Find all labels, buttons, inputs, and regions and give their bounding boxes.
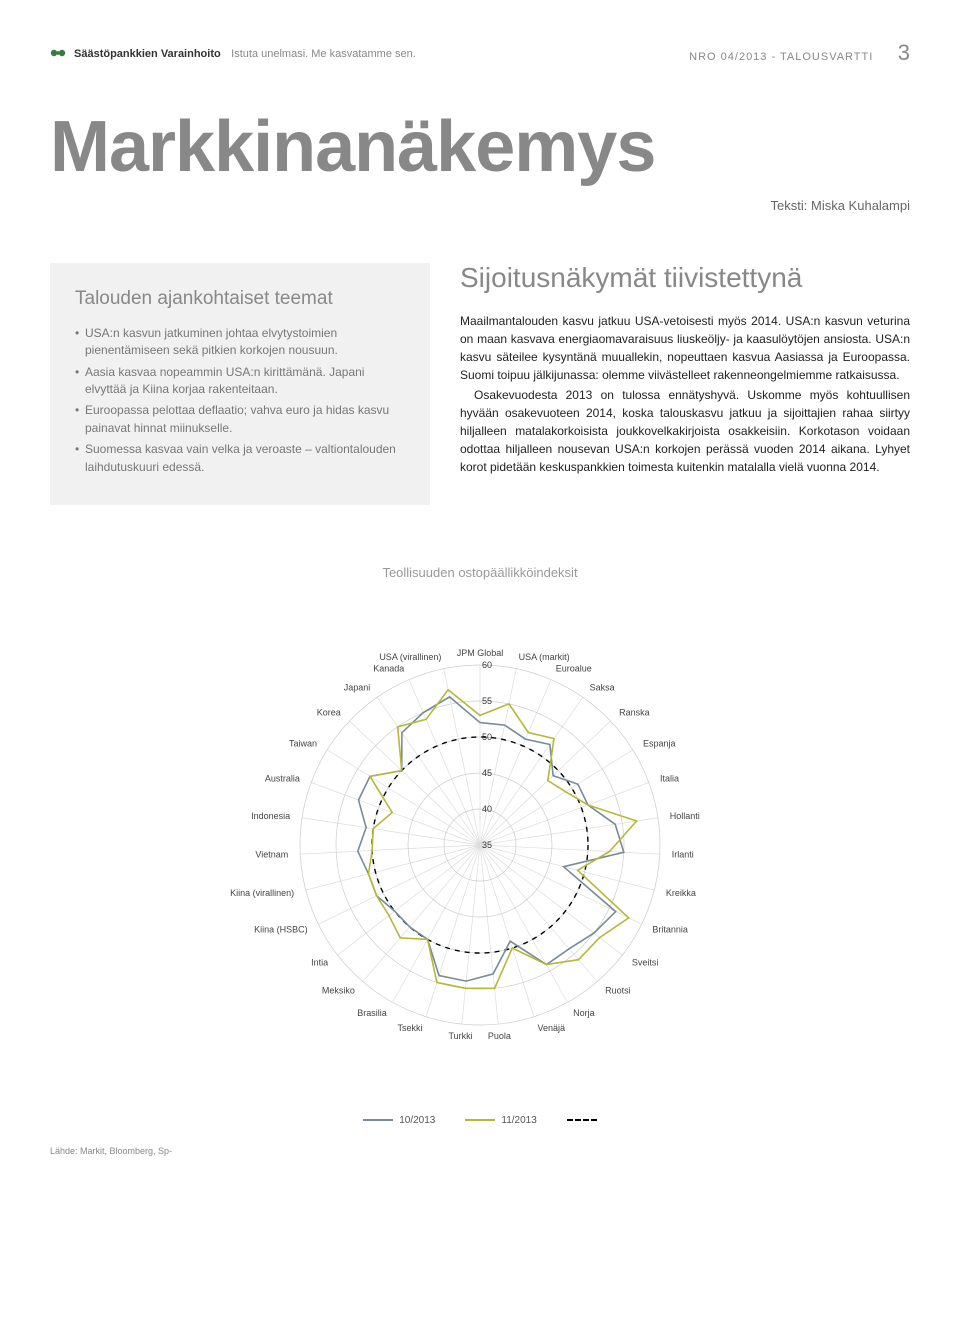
svg-text:Kreikka: Kreikka (666, 888, 696, 898)
chart-legend: 10/2013 11/2013 (50, 1115, 910, 1126)
brand-name: Säästöpankkien Varainhoito (74, 48, 221, 60)
article-title: Markkinanäkemys (50, 106, 910, 188)
highlights-list: USA:n kasvun jatkuminen johtaa elvytysto… (75, 325, 405, 476)
svg-text:Britannia: Britannia (652, 924, 688, 934)
svg-text:60: 60 (482, 660, 492, 670)
svg-text:USA (virallinen): USA (virallinen) (379, 652, 441, 662)
summary-paragraph: Maailmantalouden kasvu jatkuu USA-vetois… (460, 312, 910, 384)
svg-text:Indonesia: Indonesia (251, 811, 290, 821)
svg-text:Puola: Puola (488, 1031, 511, 1041)
radar-chart: 354045505560JPM GlobalUSA (markit)Euroal… (140, 600, 820, 1095)
legend-item: 10/2013 (363, 1115, 435, 1126)
brand-logo-icon (50, 45, 66, 61)
svg-text:Ruotsi: Ruotsi (605, 986, 631, 996)
brand-tagline: Istuta unelmasi. Me kasvatamme sen. (231, 48, 416, 60)
legend-swatch (567, 1119, 597, 1121)
highlights-title: Talouden ajankohtaiset teemat (75, 288, 405, 311)
svg-text:Meksiko: Meksiko (322, 986, 355, 996)
svg-text:40: 40 (482, 804, 492, 814)
highlights-item: Suomessa kasvaa vain velka ja veroaste –… (75, 441, 405, 476)
page-header: Säästöpankkien Varainhoito Istuta unelma… (50, 40, 910, 66)
summary-paragraph: Osakevuodesta 2013 on tulossa ennätyshyv… (460, 386, 910, 476)
legend-swatch (465, 1119, 495, 1121)
svg-text:Euroalue: Euroalue (556, 663, 592, 673)
svg-text:Australia: Australia (265, 773, 300, 783)
svg-text:Espanja: Espanja (643, 738, 676, 748)
page-number: 3 (898, 40, 910, 65)
legend-label: 10/2013 (399, 1115, 435, 1126)
summary-column: Sijoitusnäkymät tiivistettynä Maailmanta… (460, 263, 910, 505)
svg-text:35: 35 (482, 840, 492, 850)
svg-text:Irlanti: Irlanti (672, 850, 694, 860)
svg-text:55: 55 (482, 696, 492, 706)
chart-source: Lähde: Markit, Bloomberg, Sp- (50, 1146, 910, 1156)
chart-section: Teollisuuden ostopäällikköindeksit 35 40 4… (50, 565, 910, 1156)
byline: Teksti: Miska Kuhalampi (50, 198, 910, 213)
highlights-box: Talouden ajankohtaiset teemat USA:n kasv… (50, 263, 430, 505)
svg-text:Sveitsi: Sveitsi (632, 957, 659, 967)
svg-text:Kiina (virallinen): Kiina (virallinen) (230, 888, 294, 898)
svg-text:Korea: Korea (317, 708, 341, 718)
page-root: Säästöpankkien Varainhoito Istuta unelma… (0, 0, 960, 1186)
radar-svg: 354045505560JPM GlobalUSA (markit)Euroal… (140, 600, 820, 1090)
svg-text:Norja: Norja (573, 1008, 595, 1018)
svg-text:Kanada: Kanada (373, 663, 404, 673)
svg-text:Vietnam: Vietnam (255, 850, 288, 860)
svg-text:Saksa: Saksa (590, 682, 615, 692)
svg-text:Italia: Italia (660, 773, 679, 783)
svg-text:Turkki: Turkki (448, 1031, 472, 1041)
summary-body: Maailmantalouden kasvu jatkuu USA-vetois… (460, 312, 910, 476)
brand-block: Säästöpankkien Varainhoito Istuta unelma… (50, 44, 416, 62)
svg-text:JPM Global: JPM Global (457, 648, 504, 658)
two-column-layout: Talouden ajankohtaiset teemat USA:n kasv… (50, 263, 910, 505)
legend-item (567, 1119, 597, 1121)
svg-text:Hollanti: Hollanti (670, 811, 700, 821)
svg-text:Ranska: Ranska (619, 708, 650, 718)
issue-block: NRO 04/2013 - TALOUSVARTTI 3 (689, 40, 910, 66)
legend-label: 11/2013 (501, 1115, 536, 1126)
svg-text:Japani: Japani (344, 682, 371, 692)
svg-text:Taiwan: Taiwan (289, 738, 317, 748)
svg-text:Venäjä: Venäjä (537, 1023, 565, 1033)
svg-text:45: 45 (482, 768, 492, 778)
issue-label: NRO 04/2013 - TALOUSVARTTI (689, 51, 873, 63)
svg-text:Kiina (HSBC): Kiina (HSBC) (254, 924, 308, 934)
summary-title: Sijoitusnäkymät tiivistettynä (460, 263, 910, 294)
chart-title: Teollisuuden ostopäällikköindeksit (50, 565, 910, 580)
svg-text:Brasilia: Brasilia (357, 1008, 387, 1018)
legend-swatch (363, 1119, 393, 1121)
highlights-item: USA:n kasvun jatkuminen johtaa elvytysto… (75, 325, 405, 360)
svg-text:Tsekki: Tsekki (398, 1023, 423, 1033)
svg-text:USA (markit): USA (markit) (519, 652, 570, 662)
svg-text:Intia: Intia (311, 957, 328, 967)
legend-item: 11/2013 (465, 1115, 536, 1126)
highlights-item: Euroopassa pelottaa deflaatio; vahva eur… (75, 402, 405, 437)
highlights-item: Aasia kasvaa nopeammin USA:n kirittämänä… (75, 364, 405, 399)
